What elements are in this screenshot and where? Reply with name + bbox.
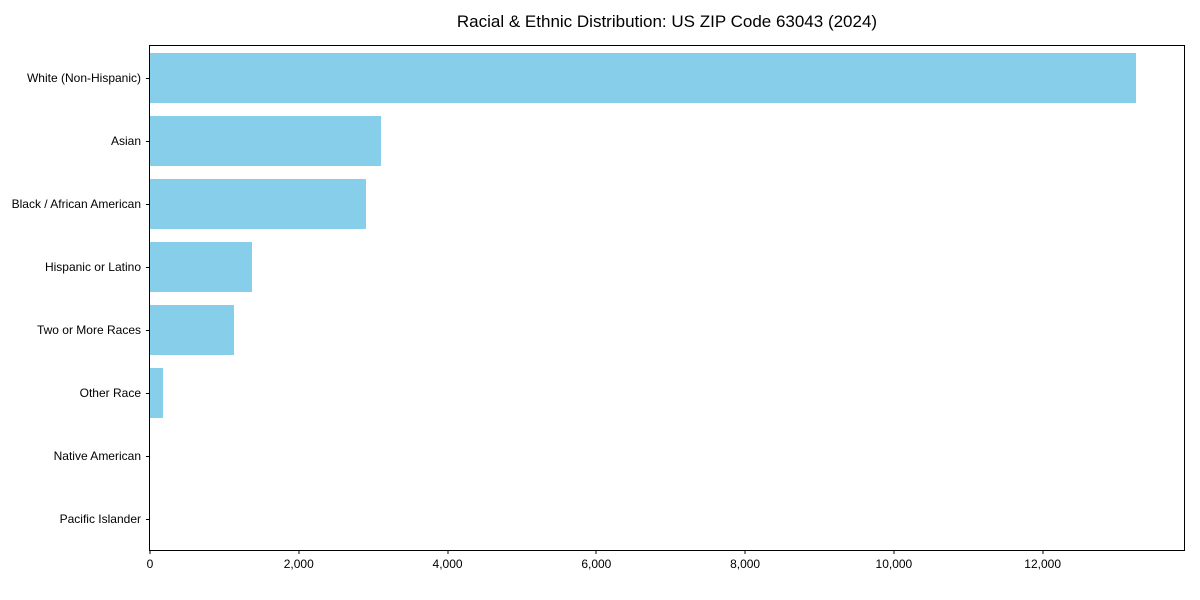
bar-row [150,298,1184,361]
y-tick-mark [146,329,150,331]
y-tick-mark [146,518,150,520]
bar-row [150,172,1184,235]
x-tick-label: 4,000 [432,557,463,571]
x-tick-label: 12,000 [1024,557,1062,571]
bar [150,304,235,355]
y-tick-mark [146,455,150,457]
y-tick-mark [146,140,150,142]
x-tick-label: 2,000 [283,557,314,571]
x-tick-mark [744,550,746,554]
bar-row [150,487,1184,550]
y-tick-mark [146,266,150,268]
bar [150,115,381,166]
bar-row [150,235,1184,298]
x-tick-label: 8,000 [730,557,761,571]
bar-row [150,109,1184,172]
x-tick-mark [1042,550,1044,554]
x-tick-mark [149,550,151,554]
bar [150,367,164,418]
bar-row [150,46,1184,109]
chart-title: Racial & Ethnic Distribution: US ZIP Cod… [456,12,878,31]
x-tick-label: 6,000 [581,557,612,571]
y-tick-label: Native American [53,448,141,463]
x-tick-label: 0 [146,557,154,571]
x-tick-mark [595,550,597,554]
y-tick-label: Two or More Races [36,322,141,337]
y-tick-mark [146,77,150,79]
y-tick-label: Asian [110,133,141,148]
bar [150,52,1136,103]
x-tick-mark [298,550,300,554]
y-tick-mark [146,392,150,394]
bar-row [150,424,1184,487]
bar [150,178,366,229]
x-tick-mark [893,550,895,554]
bar-series [150,46,1184,550]
y-tick-label: White (Non-Hispanic) [26,70,141,85]
bar [150,241,252,292]
y-tick-mark [146,203,150,205]
y-tick-label: Pacific Islander [59,511,141,526]
y-tick-label: Hispanic or Latino [44,259,141,274]
y-tick-label: Black / African American [11,196,141,211]
y-tick-label: Other Race [79,385,141,400]
x-tick-mark [447,550,449,554]
plot-area: White (Non-Hispanic) Asian Black / African… [12,45,1185,571]
bar-row [150,361,1184,424]
x-tick-label: 10,000 [875,557,913,571]
